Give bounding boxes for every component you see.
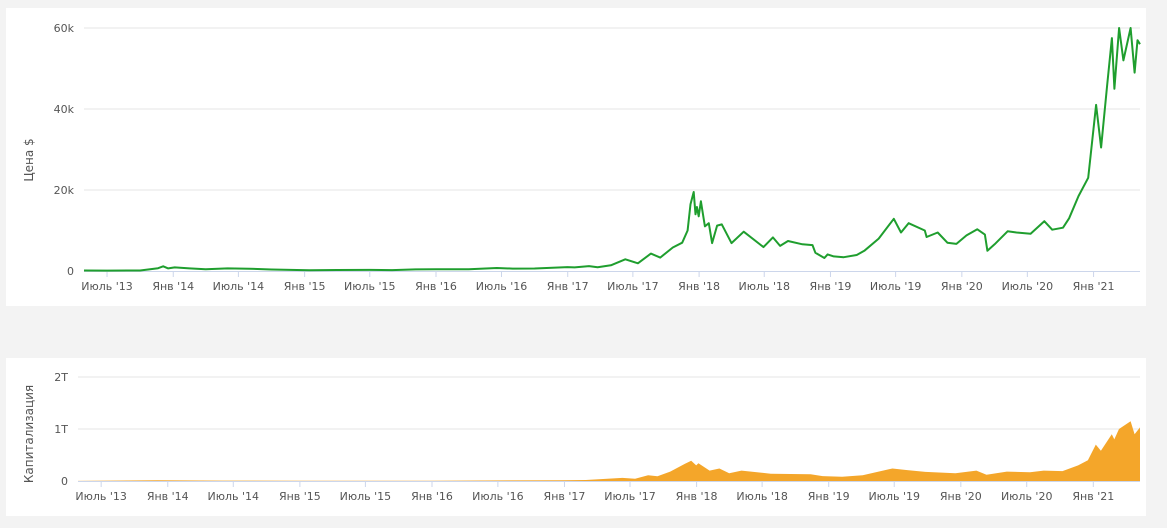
price-line [83, 27, 1141, 272]
cap-x-tick-label: Янв '19 [808, 490, 850, 503]
price-grid [84, 27, 1140, 191]
cap-x-tick-label: Июль '13 [75, 490, 127, 503]
cap-x-tick-label: Янв '18 [676, 490, 718, 503]
price-x-tick-label: Янв '19 [810, 280, 852, 293]
price-x-tick-label: Июль '17 [607, 280, 659, 293]
cap-chart-panel: 0 1T 2T Июль '13 Янв '14 Июль '14 Янв '15 Июль… [6, 358, 1146, 516]
price-y-tick-label: 0 [67, 265, 74, 278]
price-x-tick-label: Июль '18 [738, 280, 790, 293]
cap-x-tick-label: Июль '16 [472, 490, 524, 503]
price-x-tick-label: Янв '21 [1073, 280, 1115, 293]
cap-x-tick-label: Июль '19 [868, 490, 920, 503]
price-chart: 0 20k 40k 60k Июль '13 Янв '14 Июль '14 Янв '1… [22, 22, 1141, 293]
cap-x-tick-label: Янв '14 [147, 490, 189, 503]
price-y-axis-title: Цена $ [22, 138, 36, 181]
cap-y-tick-label: 1T [54, 423, 68, 436]
price-x-tick-label: Янв '16 [415, 280, 457, 293]
cap-x-tick-label: Июль '17 [604, 490, 656, 503]
cap-x-tick-label: Июль '18 [736, 490, 788, 503]
price-x-tick-label: Июль '15 [344, 280, 396, 293]
price-x-tick-label: Янв '15 [284, 280, 326, 293]
price-x-tick-label: Янв '17 [547, 280, 589, 293]
cap-x-tick-label: Янв '16 [411, 490, 453, 503]
price-x-tick-label: Июль '14 [213, 280, 265, 293]
price-chart-panel: 0 20k 40k 60k Июль '13 Янв '14 Июль '14 Янв '1… [6, 8, 1146, 306]
cap-x-tick-label: Янв '17 [544, 490, 586, 503]
price-x-tick-label: Июль '20 [1002, 280, 1054, 293]
price-x-tick-label: Июль '19 [870, 280, 922, 293]
price-y-tick-label: 40k [54, 103, 75, 116]
price-y-axis: 0 20k 40k 60k [54, 22, 75, 278]
cap-y-axis: 0 1T 2T [54, 371, 68, 488]
cap-x-tick-label: Янв '20 [940, 490, 982, 503]
cap-x-tick-label: Июль '14 [208, 490, 260, 503]
cap-x-tick-label: Июль '15 [340, 490, 392, 503]
price-y-tick-label: 20k [54, 184, 75, 197]
cap-y-tick-label: 2T [54, 371, 68, 384]
price-x-tick-label: Янв '14 [152, 280, 194, 293]
price-x-tick-label: Июль '13 [81, 280, 133, 293]
cap-x-tick-label: Янв '15 [279, 490, 321, 503]
price-x-tick-label: Янв '20 [941, 280, 983, 293]
cap-area [78, 421, 1140, 481]
price-x-axis: Июль '13 Янв '14 Июль '14 Янв '15 Июль '15 Ян… [81, 271, 1140, 293]
cap-grid [78, 376, 1140, 430]
cap-y-tick-label: 0 [61, 475, 68, 488]
price-x-tick-label: Янв '18 [678, 280, 720, 293]
cap-y-axis-title: Капитализация [22, 385, 36, 483]
cap-x-axis: Июль '13 Янв '14 Июль '14 Янв '15 Июль '15 Ян… [75, 481, 1140, 503]
price-y-tick-label: 60k [54, 22, 75, 35]
price-x-tick-label: Июль '16 [476, 280, 528, 293]
cap-x-tick-label: Июль '20 [1001, 490, 1053, 503]
cap-x-tick-label: Янв '21 [1072, 490, 1114, 503]
